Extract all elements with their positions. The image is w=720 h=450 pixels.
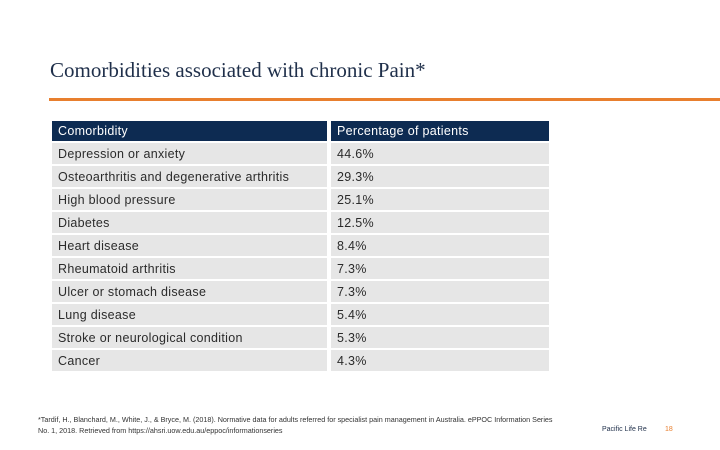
comorbidity-cell: Ulcer or stomach disease: [52, 281, 331, 304]
percentage-cell: 7.3%: [331, 258, 549, 281]
comorbidity-cell: Heart disease: [52, 235, 331, 258]
table-header-row: Comorbidity Percentage of patients: [52, 121, 549, 143]
column-header-percentage: Percentage of patients: [331, 121, 549, 143]
percentage-cell: 8.4%: [331, 235, 549, 258]
comorbidity-cell: Stroke or neurological condition: [52, 327, 331, 350]
comorbidity-cell: Depression or anxiety: [52, 143, 331, 166]
percentage-cell: 29.3%: [331, 166, 549, 189]
table-row: Rheumatoid arthritis 7.3%: [52, 258, 549, 281]
percentage-cell: 5.4%: [331, 304, 549, 327]
comorbidity-cell: Lung disease: [52, 304, 331, 327]
comorbidity-cell: Diabetes: [52, 212, 331, 235]
table-row: Heart disease 8.4%: [52, 235, 549, 258]
percentage-cell: 12.5%: [331, 212, 549, 235]
comorbidity-cell: Rheumatoid arthritis: [52, 258, 331, 281]
title-divider: [49, 98, 720, 101]
percentage-cell: 7.3%: [331, 281, 549, 304]
table-row: Stroke or neurological condition 5.3%: [52, 327, 549, 350]
comorbidity-cell: Osteoarthritis and degenerative arthriti…: [52, 166, 331, 189]
slide-title: Comorbidities associated with chronic Pa…: [50, 58, 426, 82]
percentage-cell: 4.3%: [331, 350, 549, 373]
column-header-comorbidity: Comorbidity: [52, 121, 331, 143]
brand-name: Pacific Life Re: [602, 426, 647, 433]
table-row: Osteoarthritis and degenerative arthriti…: [52, 166, 549, 189]
table-row: Depression or anxiety 44.6%: [52, 143, 549, 166]
table-row: Cancer 4.3%: [52, 350, 549, 373]
percentage-cell: 44.6%: [331, 143, 549, 166]
table-row: Diabetes 12.5%: [52, 212, 549, 235]
reference-footnote: *Tardif, H., Blanchard, M., White, J., &…: [38, 415, 553, 435]
table-row: High blood pressure 25.1%: [52, 189, 549, 212]
table-row: Lung disease 5.4%: [52, 304, 549, 327]
comorbidity-cell: Cancer: [52, 350, 331, 373]
percentage-cell: 25.1%: [331, 189, 549, 212]
table-row: Ulcer or stomach disease 7.3%: [52, 281, 549, 304]
comorbidity-cell: High blood pressure: [52, 189, 331, 212]
percentage-cell: 5.3%: [331, 327, 549, 350]
comorbidity-table: Comorbidity Percentage of patients Depre…: [52, 121, 549, 373]
page-number: 18: [665, 426, 673, 433]
